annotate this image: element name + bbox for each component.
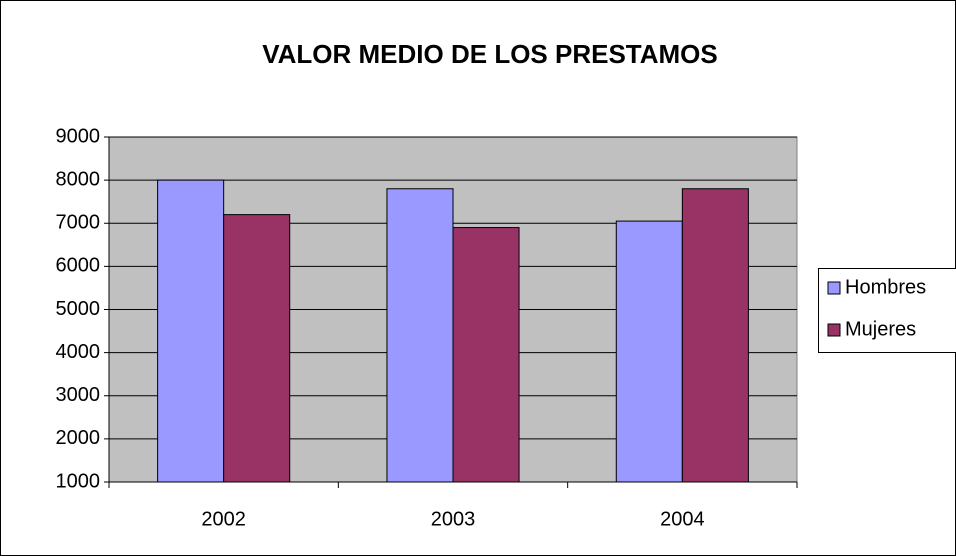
chart-title: VALOR MEDIO DE LOS PRESTAMOS [262, 39, 718, 69]
bar [223, 214, 291, 483]
y-tick-label: 9000 [56, 125, 101, 147]
x-tick-label: 2002 [201, 508, 246, 530]
y-tick-label: 2000 [56, 427, 101, 449]
y-tick-label: 1000 [56, 470, 101, 492]
bar [452, 227, 520, 483]
y-tick-label: 6000 [56, 255, 101, 277]
legend-label: Hombres [845, 276, 926, 298]
x-tick-label: 2004 [660, 508, 705, 530]
legend-swatch [827, 323, 841, 337]
y-tick-label: 4000 [56, 341, 101, 363]
y-tick-label: 7000 [56, 212, 101, 234]
bar [157, 179, 225, 483]
y-tick-label: 3000 [56, 384, 101, 406]
x-tick-label: 2003 [431, 508, 476, 530]
legend-label: Mujeres [845, 318, 916, 340]
bar [681, 188, 749, 483]
bar [615, 220, 683, 483]
legend-swatch [827, 281, 841, 295]
legend-box [818, 268, 956, 353]
bar [386, 188, 454, 483]
y-tick-label: 5000 [56, 298, 101, 320]
y-tick-label: 8000 [56, 168, 101, 190]
